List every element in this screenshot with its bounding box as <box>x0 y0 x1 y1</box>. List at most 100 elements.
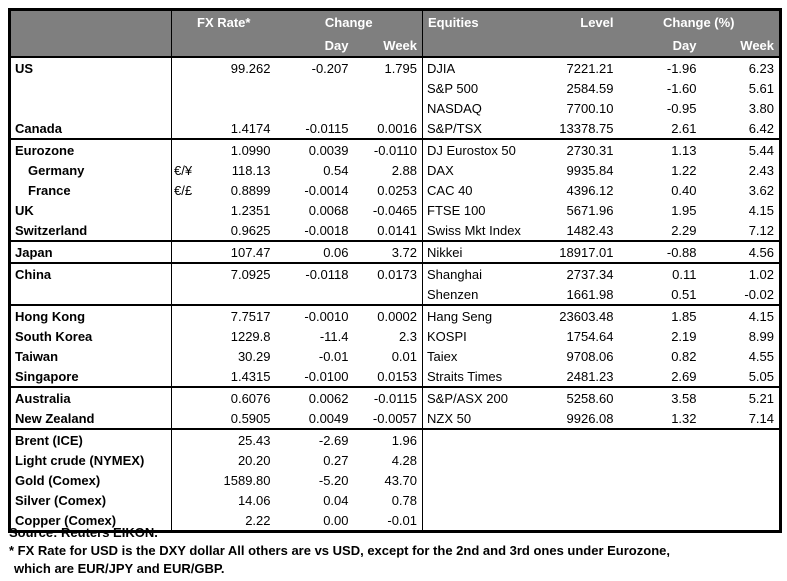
row-label: Brent (ICE) <box>9 428 172 450</box>
equity-day-change: 2.61 <box>671 120 697 136</box>
fx-day-change: -0.0018 <box>304 222 349 238</box>
equity-level <box>533 450 619 470</box>
fx-week-change: 3.72 <box>353 240 424 263</box>
empty-header-cell <box>9 34 172 58</box>
equity-name: CAC 40 <box>427 182 473 198</box>
row-label <box>9 284 172 305</box>
equity-day-change <box>619 470 702 490</box>
fx-day-change <box>276 98 354 118</box>
table-row: Copper (Comex) 2.22 0.00 -0.01 <box>9 510 781 532</box>
table-row: Switzerland 0.9625 -0.0018 0.0141 Swiss Mkt … <box>9 220 781 241</box>
equity-week-change: 8.99 <box>748 328 775 344</box>
fx-day-change: 0.00 <box>323 512 349 528</box>
change-pct-header: Change (%) <box>618 9 781 34</box>
fx-week-change: 0.0016 <box>353 118 424 139</box>
row-label: Copper (Comex) <box>9 510 172 532</box>
equity-week-change <box>702 450 781 470</box>
fx-day-change: -0.0014 <box>304 182 349 198</box>
table-row: Japan 107.47 0.06 3.72 Nikkei 18917.01 -0.88 4.… <box>9 240 781 263</box>
row-label: Japan <box>9 240 172 263</box>
eq-day-header: Day <box>618 34 702 58</box>
equity-level: 9708.06 <box>566 348 614 364</box>
equity-name <box>423 470 533 490</box>
equity-level: 2584.59 <box>566 80 614 96</box>
fx-rate-value: 25.43 <box>205 428 276 450</box>
equity-level: 9935.84 <box>566 162 614 178</box>
empty-header-cell <box>171 34 206 58</box>
equity-week-change: 5.05 <box>748 368 775 384</box>
fx-week-change: 1.795 <box>353 57 424 78</box>
fx-week-change: 0.01 <box>353 346 424 366</box>
equity-name: NZX 50 <box>427 410 472 426</box>
equity-week-change: 2.43 <box>748 162 775 178</box>
currency-pair <box>171 428 206 450</box>
corner-header-cell <box>9 9 172 34</box>
currency-pair <box>172 200 206 220</box>
fx-day-change: 0.0039 <box>275 138 354 160</box>
equity-name: S&P 500 <box>427 80 479 96</box>
equity-week-change: 4.15 <box>748 202 775 218</box>
equity-name: FTSE 100 <box>427 202 486 218</box>
equity-day-change: 1.13 <box>618 138 702 160</box>
fx-rate-value: 2.22 <box>245 512 271 528</box>
fx-day-change: -11.4 <box>319 328 349 344</box>
table-row: Taiwan 30.29 -0.01 0.01 Taiex 9708.06 0.82 4.55 <box>9 346 781 366</box>
equity-level: 23603.48 <box>532 304 619 326</box>
row-label: Australia <box>9 386 172 408</box>
equity-name: Shanghai <box>422 262 533 284</box>
equity-name: DAX <box>427 162 454 178</box>
row-label: Singapore <box>9 366 172 387</box>
equity-level: 4396.12 <box>566 182 614 198</box>
table-row: Silver (Comex) 14.06 0.04 0.78 <box>9 490 781 510</box>
row-label: Hong Kong <box>9 304 172 326</box>
fx-day-change <box>276 284 354 305</box>
equity-day-change: 3.58 <box>618 386 702 408</box>
table-footer: Source: Reuters EIKON. * FX Rate for USD… <box>9 524 784 578</box>
equity-week-change <box>701 428 781 450</box>
equity-name: Shenzen <box>427 286 479 302</box>
fx-rate-value: 0.5905 <box>230 410 271 426</box>
fx-equities-table: FX Rate* Change Equities Level Change (%… <box>8 8 783 533</box>
table-row: France €/£ 0.8899 -0.0014 0.0253 CAC 40 4396.1… <box>9 180 781 200</box>
equity-level: 9926.08 <box>566 410 614 426</box>
currency-pair <box>172 346 206 366</box>
equity-day-change <box>619 490 702 510</box>
fx-day-change: -0.0100 <box>304 368 349 384</box>
equity-name: Straits Times <box>427 368 503 384</box>
equity-day-change: 1.32 <box>671 410 697 426</box>
row-label: France <box>9 180 172 200</box>
equity-week-change: 7.12 <box>748 222 775 238</box>
fx-rate-value: 1589.80 <box>223 472 271 488</box>
fx-day-change: -5.20 <box>318 472 349 488</box>
equity-day-change: 1.95 <box>671 202 697 218</box>
fx-rate-value: 118.13 <box>231 162 271 178</box>
row-label <box>9 78 172 98</box>
equity-name: Swiss Mkt Index <box>427 222 521 238</box>
row-label: Germany <box>9 160 172 180</box>
fx-rate-value: 1.4315 <box>230 368 271 384</box>
equity-name: Nikkei <box>422 240 533 263</box>
equity-week-change: -0.02 <box>744 286 775 302</box>
row-label: Eurozone <box>9 138 172 160</box>
equity-name <box>423 490 533 510</box>
equity-name <box>423 450 533 470</box>
fx-week-change <box>353 284 424 305</box>
fx-day-change <box>276 78 354 98</box>
equity-name: KOSPI <box>427 328 467 344</box>
equity-day-change: 2.29 <box>671 222 697 238</box>
equity-week-change: 6.42 <box>748 120 775 136</box>
fx-day-change: 0.06 <box>275 240 354 263</box>
fx-rate-value: 107.47 <box>205 240 276 263</box>
fx-rate-value: 14.06 <box>237 492 271 508</box>
currency-pair <box>172 490 206 510</box>
row-label: Gold (Comex) <box>9 470 172 490</box>
fx-week-change <box>353 78 424 98</box>
equity-level: 1754.64 <box>566 328 614 344</box>
fx-day-change: 0.27 <box>323 452 349 468</box>
fx-day-change: 0.0068 <box>308 202 349 218</box>
equity-week-change: 7.14 <box>748 410 775 426</box>
equity-name: S&P/TSX <box>427 120 482 136</box>
source-note: Source: Reuters EIKON. <box>9 525 158 540</box>
equity-name: Taiex <box>427 348 458 364</box>
currency-pair <box>172 366 206 387</box>
